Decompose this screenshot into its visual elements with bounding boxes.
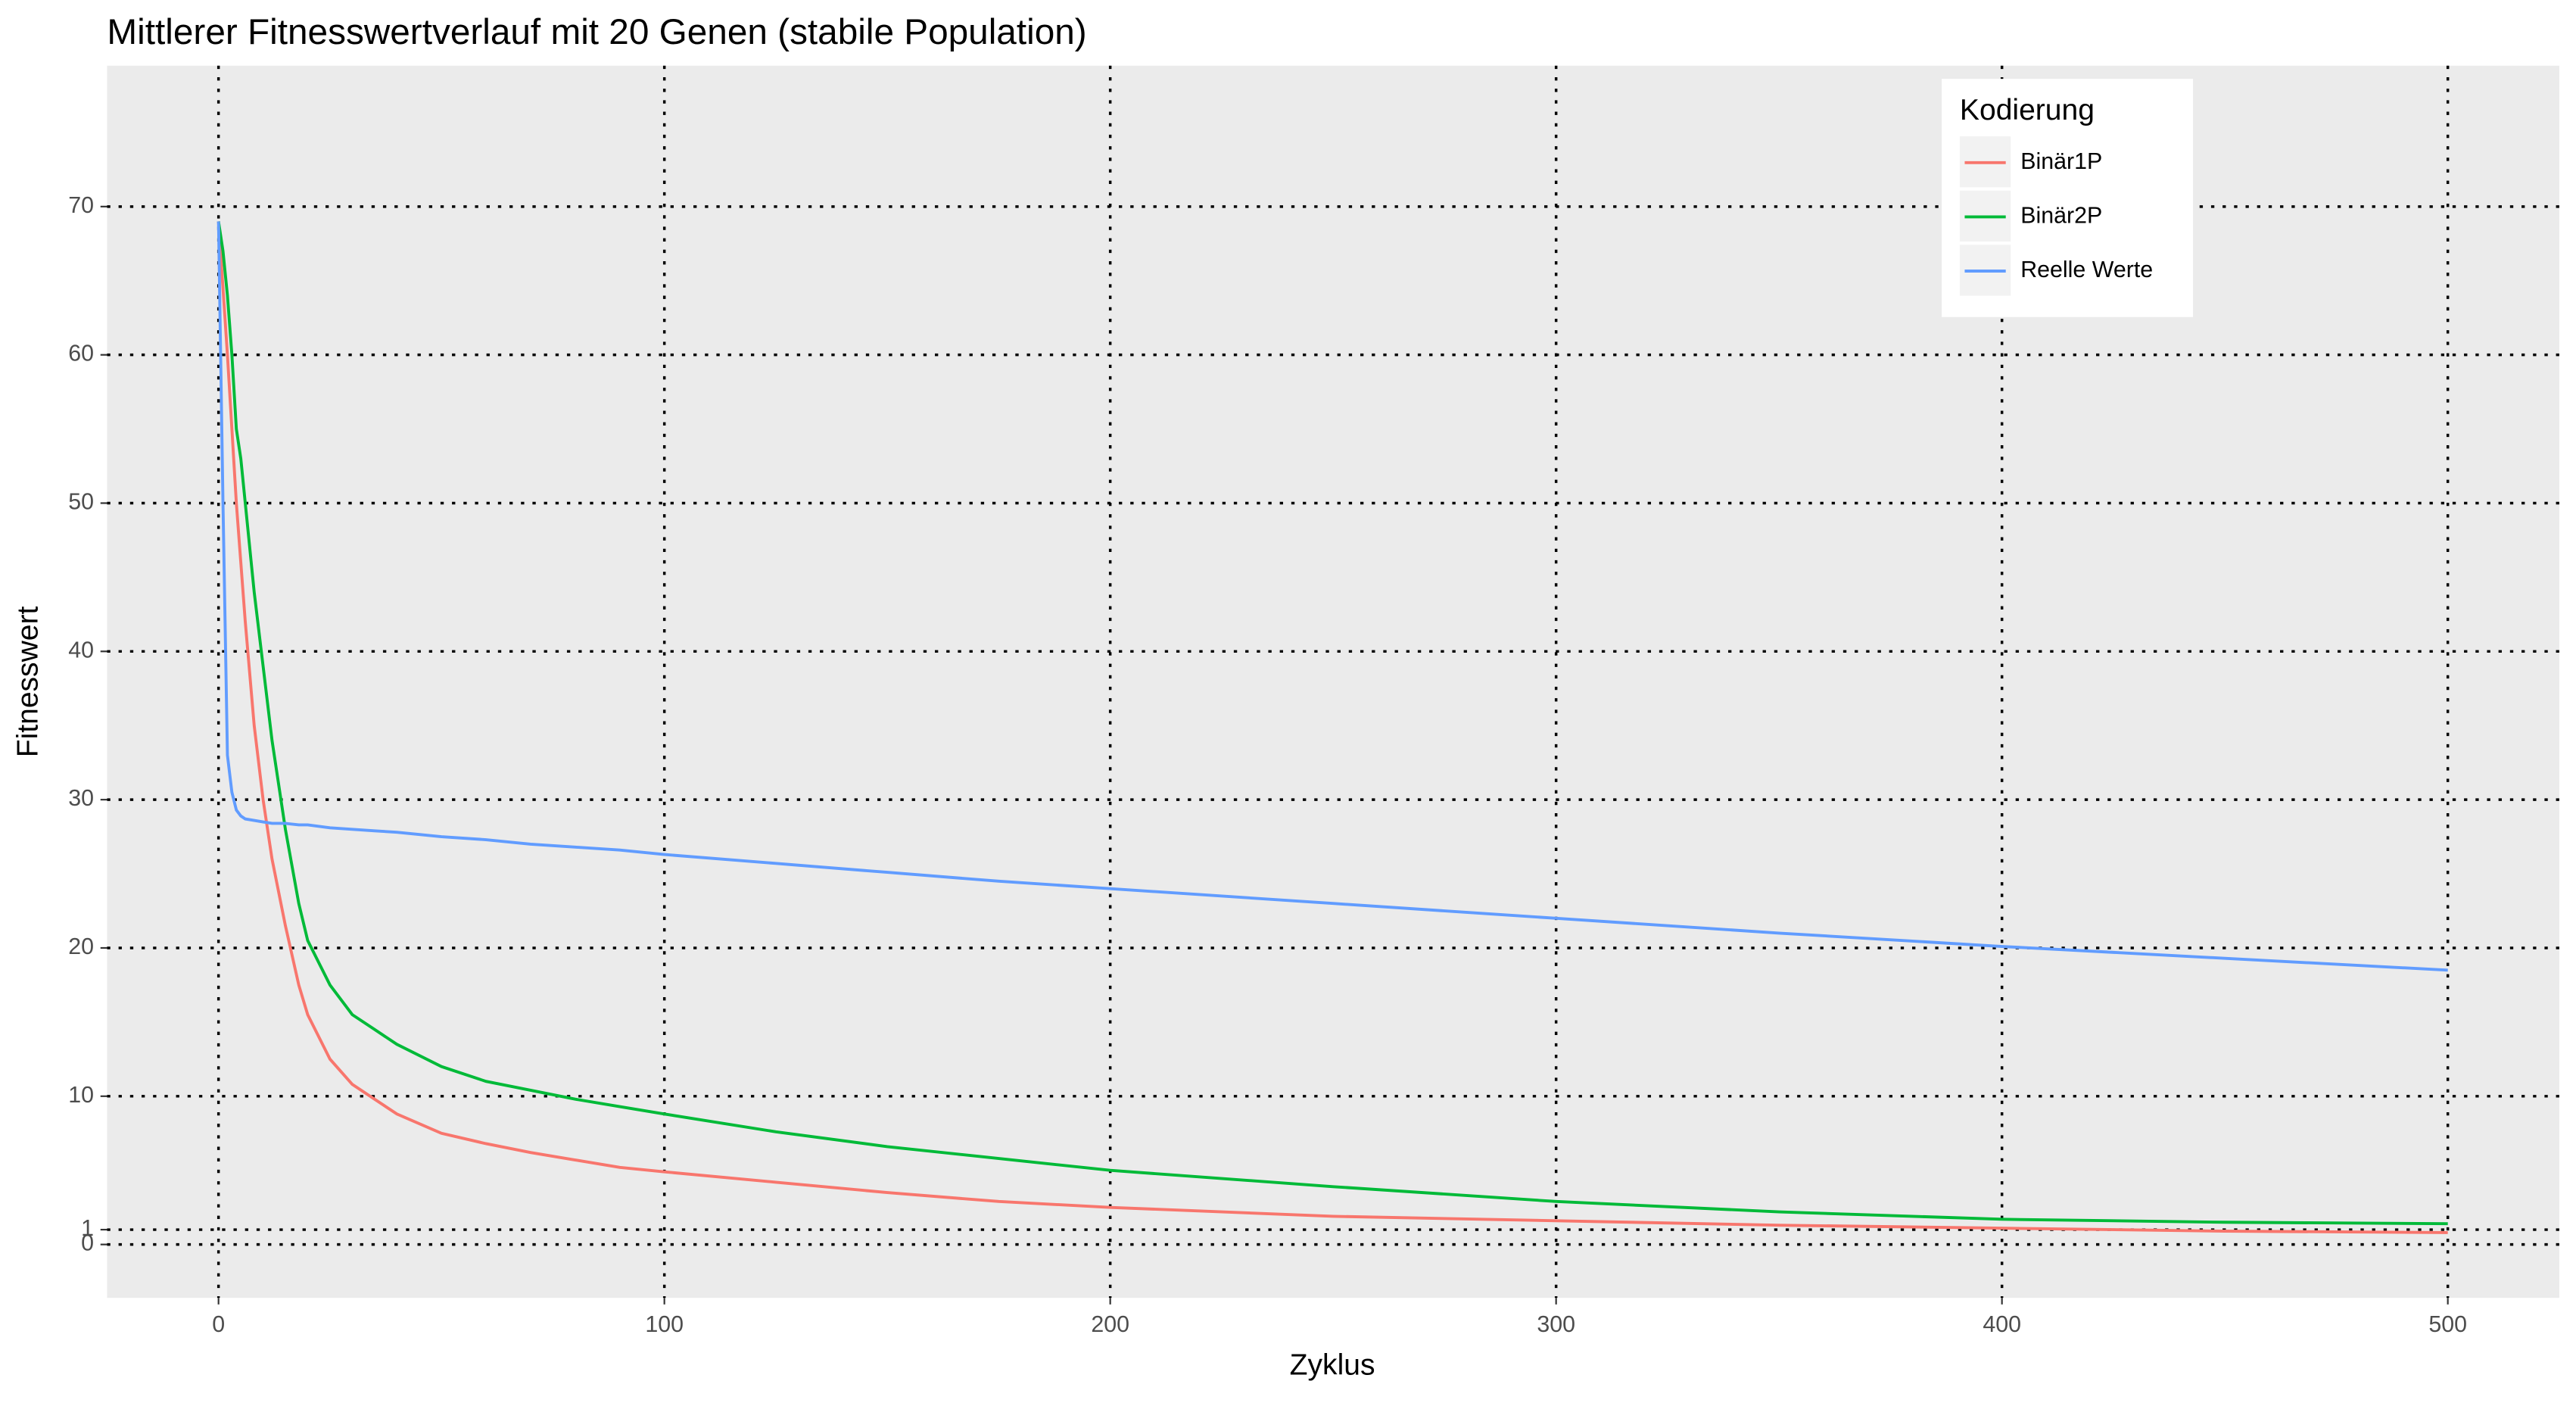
legend-title: Kodierung	[1960, 94, 2095, 126]
y-tick-label: 50	[68, 490, 94, 515]
data-line	[216, 221, 2448, 1234]
x-tick-label: 100	[645, 1312, 684, 1337]
lines	[216, 221, 2448, 1234]
y-tick-label: 0	[81, 1231, 94, 1256]
x-tick-label: 400	[1983, 1312, 2021, 1337]
x-tick-label: 200	[1091, 1312, 1129, 1337]
data-line	[216, 221, 2448, 1226]
legend-label: Binär1P	[2020, 149, 2102, 174]
y-tick-label: 20	[68, 934, 94, 959]
y-tick-label: 60	[68, 341, 94, 366]
grid	[107, 65, 2559, 1299]
legend-label: Reelle Werte	[2020, 257, 2153, 282]
legend-label: Binär2P	[2020, 203, 2102, 228]
y-tick-label: 30	[68, 786, 94, 811]
y-tick-label: 1	[81, 1216, 94, 1241]
y-tick-label: 70	[68, 193, 94, 218]
x-axis-label: Zyklus	[1290, 1349, 1375, 1382]
x-tick-label: 500	[2428, 1312, 2467, 1337]
x-tick-label: 0	[212, 1312, 225, 1337]
y-tick-label: 10	[68, 1083, 94, 1108]
legend: Kodierung Binär1P Binär2P Reelle Werte	[1959, 94, 2153, 296]
data-line	[216, 221, 2448, 972]
chart-title: Mittlerer Fitnesswertverlauf mit 20 Gene…	[107, 12, 1086, 52]
y-axis-label: Fitnesswert	[12, 606, 45, 758]
y-tick-label: 40	[68, 638, 94, 663]
x-tick-label: 300	[1537, 1312, 1575, 1337]
